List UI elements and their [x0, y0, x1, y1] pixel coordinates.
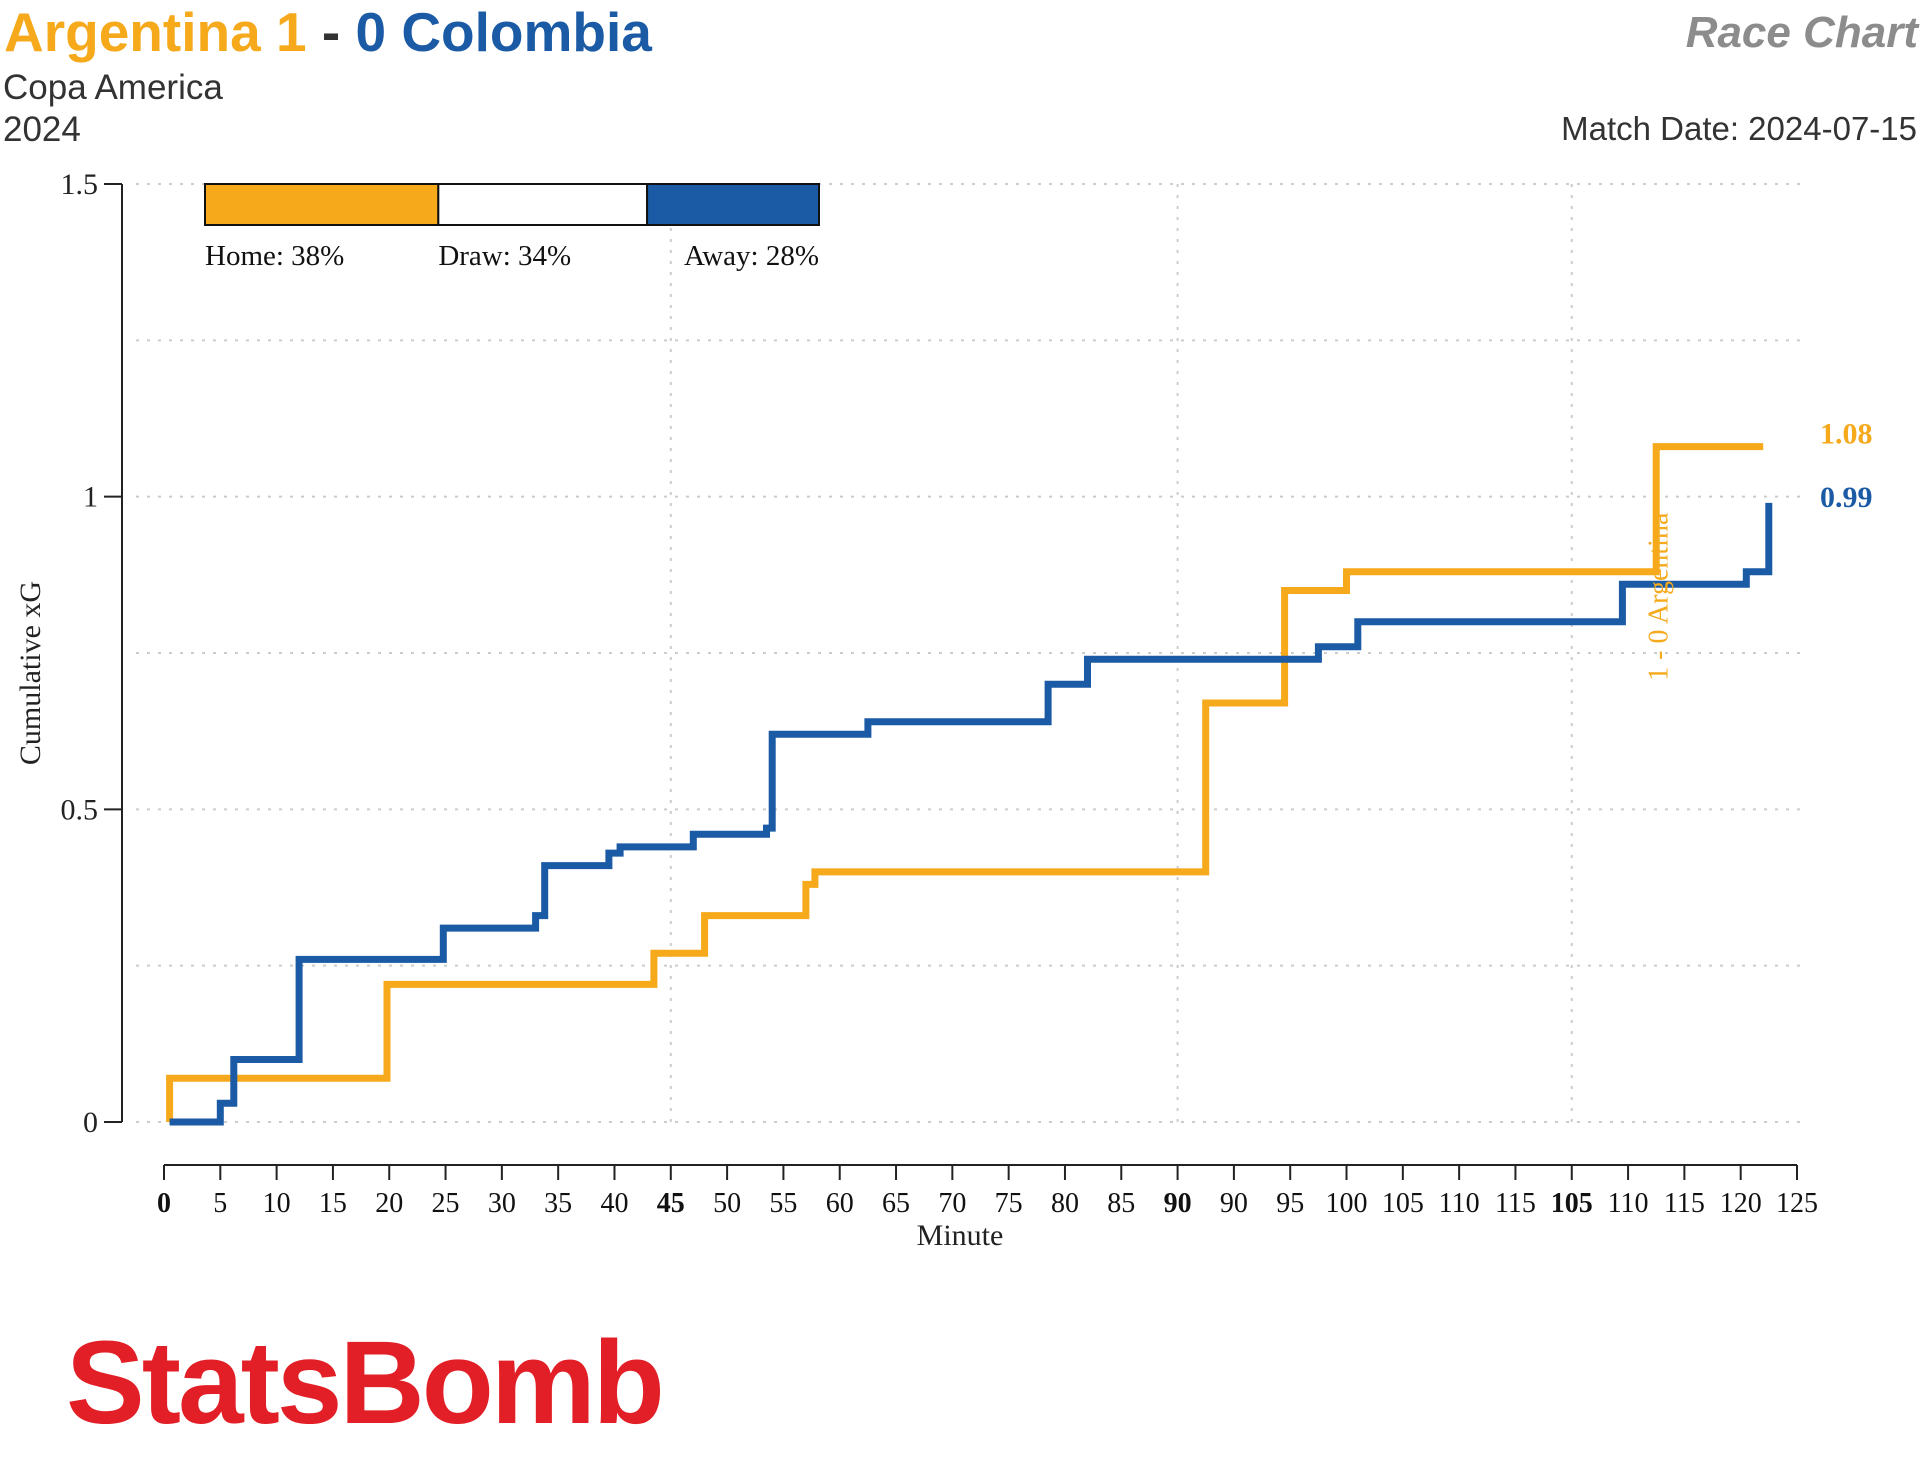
x-tick-label: 5: [213, 1188, 227, 1219]
statsbomb-logo: StatsBomb: [66, 1317, 665, 1449]
x-tick-label: 120: [1720, 1188, 1762, 1219]
match-title: Argentina 1 - 0 Colombia: [4, 0, 652, 64]
x-tick-label: 125: [1776, 1188, 1818, 1219]
x-tick-label: 60: [826, 1188, 854, 1219]
x-tick-label: 25: [432, 1188, 460, 1219]
away-team-score: 0 Colombia: [355, 1, 652, 63]
x-tick-label: 0: [157, 1188, 171, 1219]
x-tick-label: 55: [769, 1188, 797, 1219]
y-ticks: 0 0.5 1 1.5: [61, 168, 122, 1139]
x-tick-label: 70: [938, 1188, 966, 1219]
x-tick-label: 110: [1608, 1188, 1649, 1219]
x-tick-label: 80: [1051, 1188, 1079, 1219]
x-tick-label: 110: [1439, 1188, 1480, 1219]
legend-segment: [204, 183, 440, 226]
legend-label: Draw: 34%: [438, 240, 571, 272]
x-tick-label: 10: [263, 1188, 291, 1219]
home-final-xg-label: 1.08: [1820, 418, 1873, 451]
home-team-score: Argentina 1: [4, 1, 307, 63]
x-tick-label: 95: [1276, 1188, 1304, 1219]
x-tick-label: 105: [1382, 1188, 1424, 1219]
x-tick-label: 75: [995, 1188, 1023, 1219]
x-tick-label: 45: [657, 1188, 685, 1219]
legend-label: Away: 28%: [684, 240, 819, 272]
goal-annotation: 1 - 0 Argentina: [1643, 512, 1674, 681]
y-tick-label: 0.5: [61, 793, 99, 826]
home-xg-line: [166, 443, 1764, 1122]
x-tick-label: 20: [375, 1188, 403, 1219]
chart-kind-label: Race Chart: [1685, 8, 1918, 57]
axes: Cumulative xG Minute: [14, 184, 1797, 1252]
competition-name: Copa America: [3, 68, 223, 107]
series-labels: 1.08 0.99 1 - 0 Argentina: [1643, 418, 1872, 681]
y-tick-label: 1.5: [61, 168, 99, 201]
x-tick-label: 115: [1664, 1188, 1705, 1219]
series-lines: [166, 443, 1773, 1126]
race-chart: Cumulative xG Minute 0 0.5 1 1.5 0 5 10 15 20 25…: [14, 168, 1873, 1252]
x-tick-label: 105: [1551, 1188, 1593, 1219]
x-tick-label: 15: [319, 1188, 347, 1219]
legend-segment: [646, 183, 821, 226]
x-tick-label: 30: [488, 1188, 516, 1219]
x-tick-label: 40: [600, 1188, 628, 1219]
x-tick-label: 50: [713, 1188, 741, 1219]
score-separator: -: [321, 1, 341, 63]
x-axis-title: Minute: [917, 1219, 1004, 1252]
x-tick-label: 85: [1107, 1188, 1135, 1219]
x-tick-label: 100: [1326, 1188, 1368, 1219]
x-tick-label: 90: [1164, 1188, 1192, 1219]
x-tick-label: 90: [1220, 1188, 1248, 1219]
legend-segment: [437, 183, 649, 226]
match-date: Match Date: 2024-07-15: [1561, 110, 1917, 147]
x-tick-label: 115: [1495, 1188, 1536, 1219]
grid-lines: [136, 183, 1800, 1123]
away-xg-line: [169, 502, 1773, 1126]
x-ticks: 0 5 10 15 20 25 30 35 40 45 50 55 60 65 70 75 80 85 90 90 95…: [157, 1165, 1818, 1219]
x-tick-label: 35: [544, 1188, 572, 1219]
x-tick-label: 65: [882, 1188, 910, 1219]
legend: Home: 38% Draw: 34% Away: 28%: [204, 183, 821, 272]
y-axis-title: Cumulative xG: [14, 581, 47, 765]
y-tick-label: 1: [83, 481, 98, 514]
away-final-xg-label: 0.99: [1820, 481, 1873, 514]
season-label: 2024: [3, 110, 81, 149]
y-tick-label: 0: [83, 1106, 98, 1139]
legend-label: Home: 38%: [205, 240, 344, 272]
